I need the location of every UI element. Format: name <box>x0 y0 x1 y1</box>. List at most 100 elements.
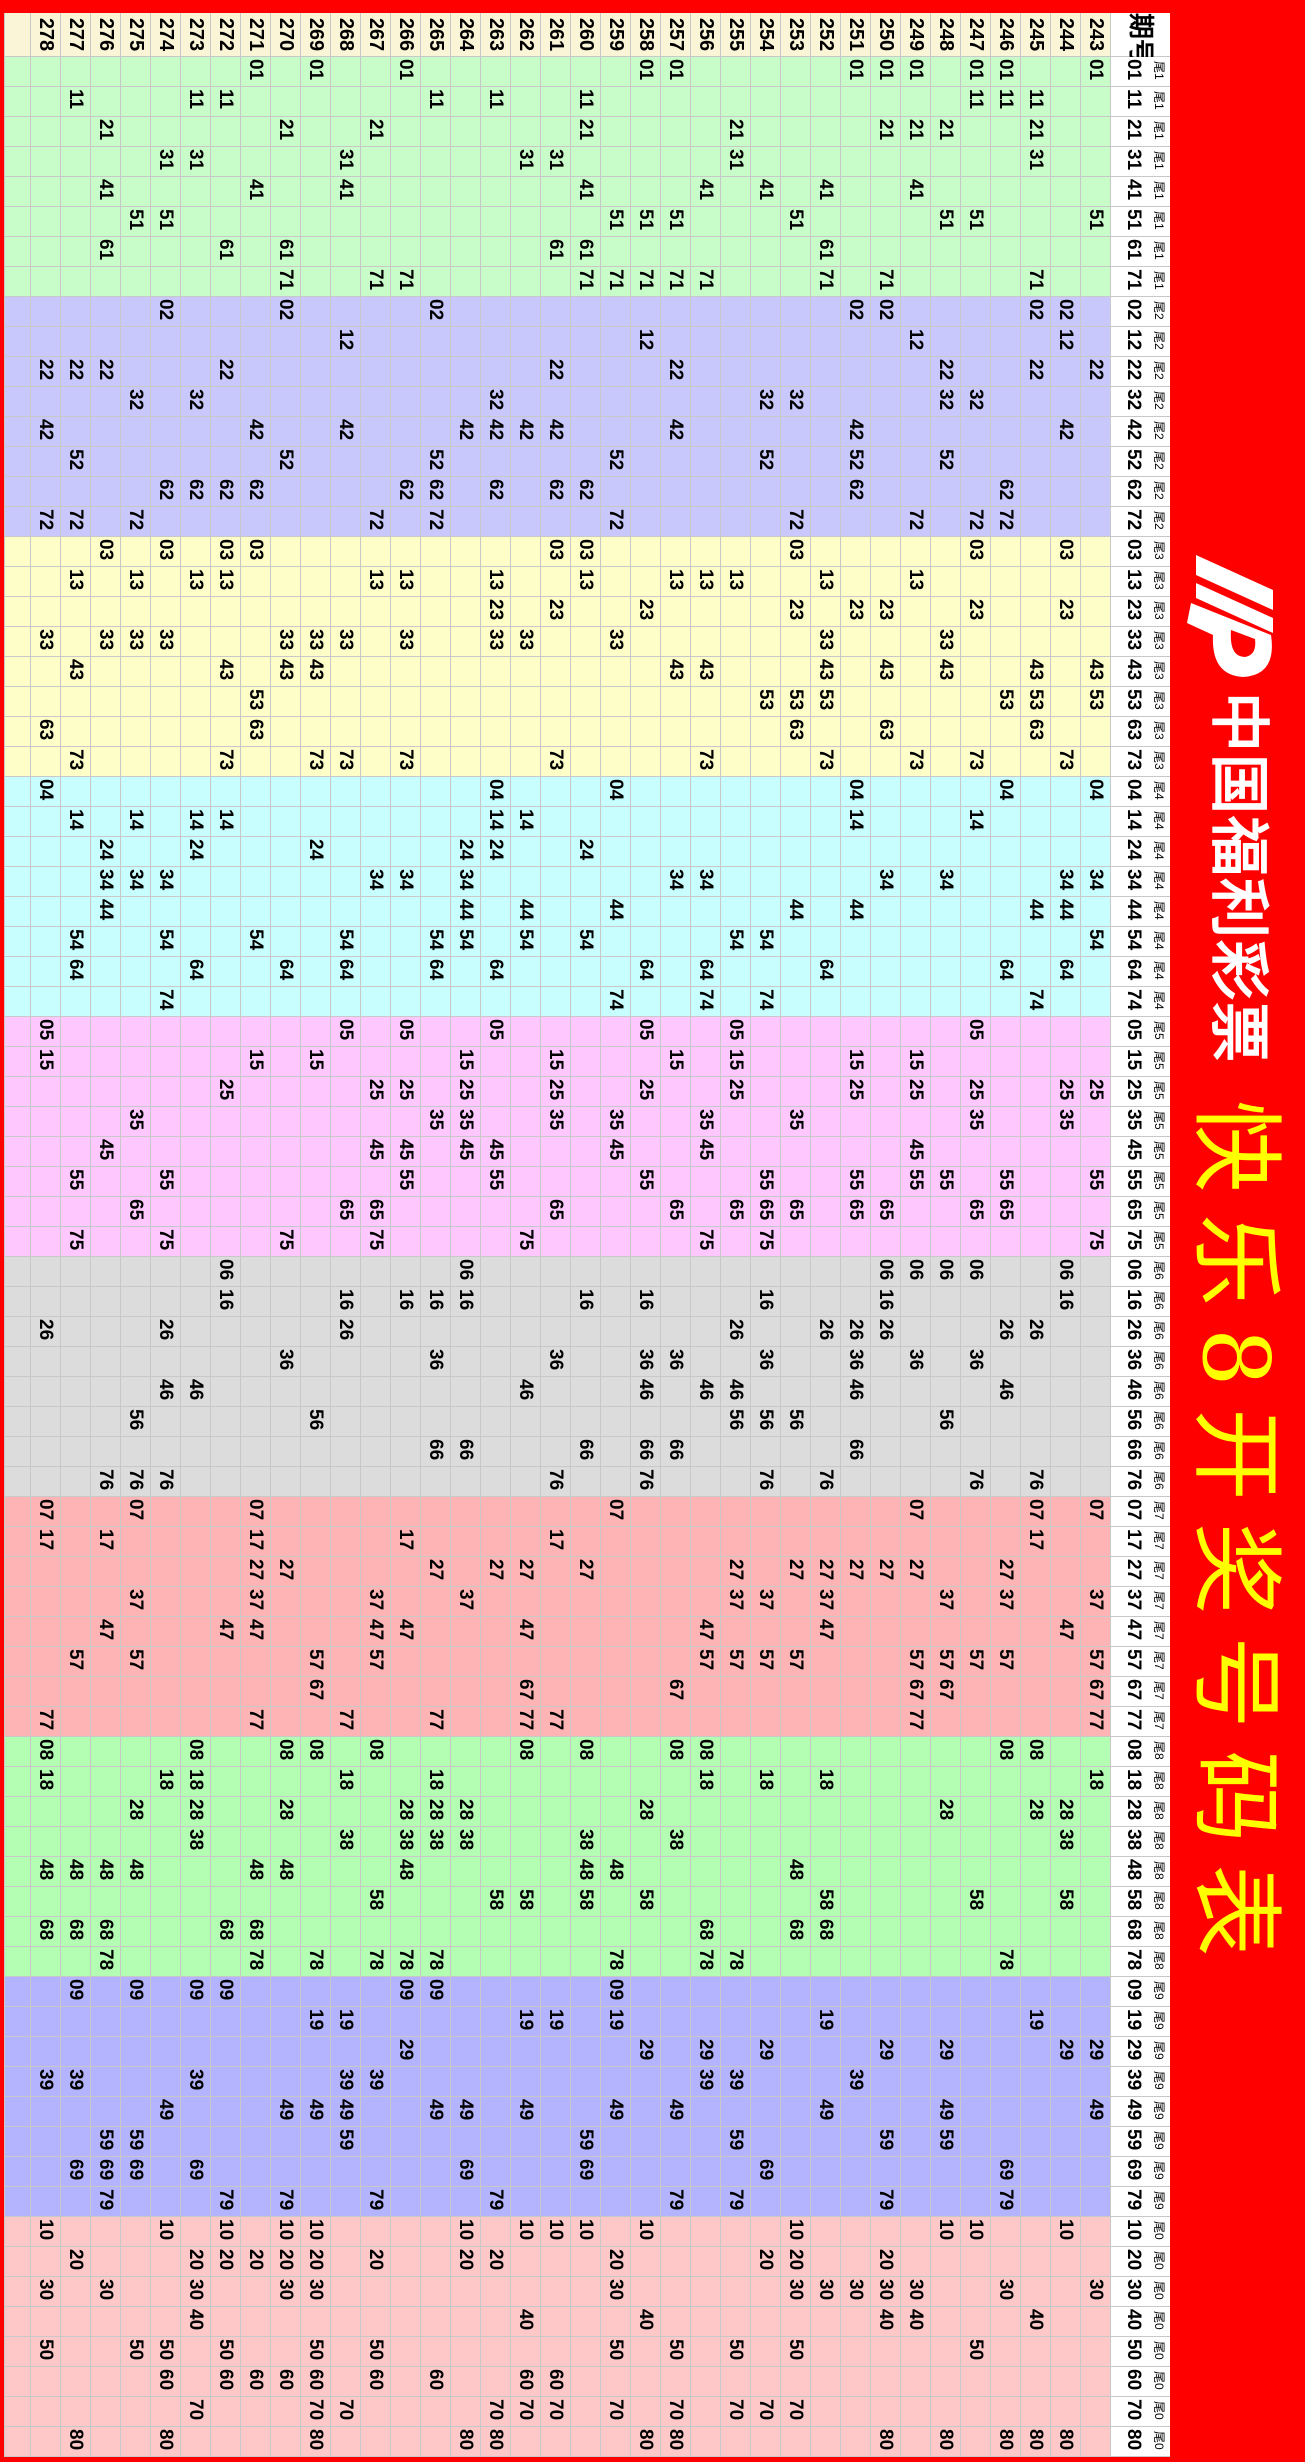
empty-cell <box>300 507 330 537</box>
empty-cell <box>720 2367 750 2397</box>
empty-cell <box>90 1437 120 1467</box>
empty-cell <box>330 2367 360 2397</box>
column-number-label: 67 <box>1123 1679 1144 1701</box>
empty-cell <box>420 2037 450 2067</box>
drawn-number: 13 <box>210 567 240 597</box>
empty-cell <box>600 2157 630 2187</box>
drawn-number: 72 <box>600 507 630 537</box>
empty-cell <box>1050 1017 1080 1047</box>
drawn-number: 04 <box>30 777 60 807</box>
empty-cell <box>210 1797 240 1827</box>
empty-cell <box>930 1347 960 1377</box>
column-header: 尾6 46 <box>1110 1377 1170 1407</box>
empty-cell <box>600 2187 630 2217</box>
column-header: 尾5 75 <box>1110 1227 1170 1257</box>
empty-cell <box>930 747 960 777</box>
drawn-number: 49 <box>330 2097 360 2127</box>
empty-cell <box>120 2277 150 2307</box>
empty-cell <box>240 807 270 837</box>
empty-cell <box>780 747 810 777</box>
empty-cell <box>720 597 750 627</box>
tail-group-label: 尾7 <box>1152 1561 1166 1580</box>
empty-cell <box>210 207 240 237</box>
empty-cell <box>960 957 990 987</box>
drawn-number: 57 <box>750 1647 780 1677</box>
empty-cell <box>360 2037 390 2067</box>
empty-cell <box>990 237 1020 267</box>
tail-group-label: 尾7 <box>1152 1591 1166 1610</box>
empty-cell <box>60 1317 90 1347</box>
tail-group-label: 尾5 <box>1152 1051 1166 1070</box>
drawn-number: 69 <box>180 2157 210 2187</box>
empty-cell <box>360 1857 390 1887</box>
empty-cell <box>630 1227 660 1257</box>
empty-cell <box>210 1827 240 1857</box>
empty-cell <box>510 87 540 117</box>
drawn-number: 67 <box>660 1677 690 1707</box>
empty-cell <box>840 1107 870 1137</box>
empty-cell <box>330 1647 360 1677</box>
tail-group-label: 尾2 <box>1152 451 1166 470</box>
empty-cell <box>450 2397 480 2427</box>
column-header: 尾6 26 <box>1110 1317 1170 1347</box>
empty-cell <box>660 2277 690 2307</box>
empty-cell <box>900 1767 930 1797</box>
draw-number-table: 期号 尾1 01 尾1 11 尾1 21 尾1 31 尾1 41 尾1 51 尾1 61 尾1 71 尾2 02 尾2… <box>4 13 1170 2457</box>
empty-cell <box>90 1737 120 1767</box>
empty-cell <box>390 1347 420 1377</box>
drawn-number: 56 <box>300 1407 330 1437</box>
drawn-number: 27 <box>720 1557 750 1587</box>
column-number-label: 62 <box>1123 479 1144 501</box>
drawn-number: 13 <box>480 567 510 597</box>
column-number-label: 69 <box>1123 2159 1144 2181</box>
drawn-number: 72 <box>420 507 450 537</box>
empty-cell <box>780 1527 810 1557</box>
empty-cell <box>780 1377 810 1407</box>
empty-cell <box>4 417 30 447</box>
empty-cell <box>1020 327 1050 357</box>
empty-cell <box>690 357 720 387</box>
drawn-number: 37 <box>120 1587 150 1617</box>
empty-cell <box>630 1407 660 1437</box>
empty-cell <box>990 747 1020 777</box>
drawn-number: 09 <box>60 1977 90 2007</box>
drawn-number: 61 <box>270 237 300 267</box>
empty-cell <box>390 2367 420 2397</box>
tail-group-label: 尾0 <box>1152 2251 1166 2270</box>
empty-cell <box>300 87 330 117</box>
drawn-number: 21 <box>720 117 750 147</box>
empty-cell <box>360 627 390 657</box>
drawn-number: 75 <box>360 1227 390 1257</box>
empty-cell <box>4 1467 30 1497</box>
empty-cell <box>840 1017 870 1047</box>
empty-cell <box>540 1317 570 1347</box>
empty-cell <box>960 2157 990 2187</box>
empty-cell <box>210 57 240 87</box>
drawn-number: 54 <box>60 927 90 957</box>
drawn-number: 71 <box>270 267 300 297</box>
empty-cell <box>30 657 60 687</box>
drawn-number: 46 <box>150 1377 180 1407</box>
empty-cell <box>1080 1197 1110 1227</box>
empty-cell <box>450 1677 480 1707</box>
empty-cell <box>270 1587 300 1617</box>
tail-group-label: 尾0 <box>1152 2341 1166 2360</box>
empty-cell <box>840 1827 870 1857</box>
empty-cell <box>60 1467 90 1497</box>
empty-cell <box>300 1857 330 1887</box>
drawn-number: 72 <box>120 507 150 537</box>
empty-cell <box>930 1317 960 1347</box>
empty-cell <box>300 1527 330 1557</box>
empty-cell <box>210 1317 240 1347</box>
drawn-number: 26 <box>720 1317 750 1347</box>
empty-cell <box>900 2067 930 2097</box>
empty-cell <box>690 1437 720 1467</box>
empty-cell <box>330 1887 360 1917</box>
empty-cell <box>870 357 900 387</box>
empty-cell <box>480 147 510 177</box>
empty-cell <box>750 1947 780 1977</box>
empty-cell <box>120 987 150 1017</box>
empty-cell <box>150 1047 180 1077</box>
empty-cell <box>630 1767 660 1797</box>
empty-cell <box>4 837 30 867</box>
